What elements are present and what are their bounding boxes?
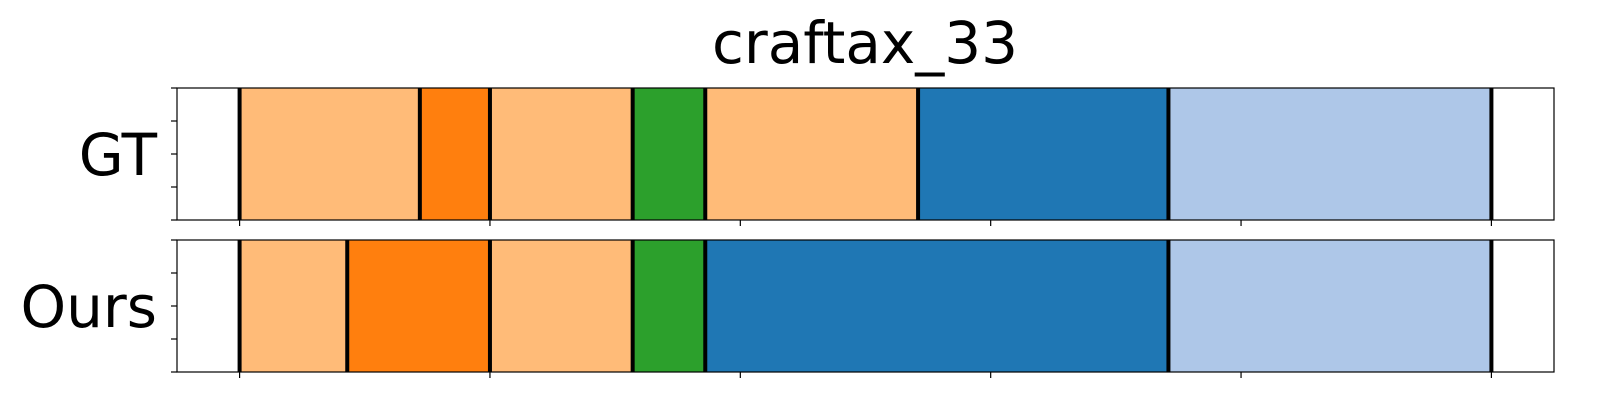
- segment-gt-5: [705, 88, 919, 220]
- chart-title: craftax_33: [712, 9, 1018, 77]
- row-label-gt: GT: [79, 121, 158, 189]
- segment-ours-4: [632, 240, 706, 372]
- segment-ours-1: [239, 240, 348, 372]
- segment-gt-2: [419, 88, 490, 220]
- segment-gt-6: [918, 88, 1169, 220]
- segment-gt-8: [1491, 88, 1554, 220]
- segment-ours-5: [705, 240, 1169, 372]
- segment-gt-4: [632, 88, 706, 220]
- segment-ours-7: [1491, 240, 1554, 372]
- segment-ours-2: [347, 240, 490, 372]
- segment-ours-6: [1168, 240, 1492, 372]
- segment-gt-0: [177, 88, 240, 220]
- row-label-ours: Ours: [21, 273, 157, 341]
- segment-ours-3: [489, 240, 633, 372]
- segment-ours-0: [177, 240, 240, 372]
- segment-gt-1: [239, 88, 420, 220]
- segment-gt-3: [489, 88, 633, 220]
- segment-gt-7: [1168, 88, 1492, 220]
